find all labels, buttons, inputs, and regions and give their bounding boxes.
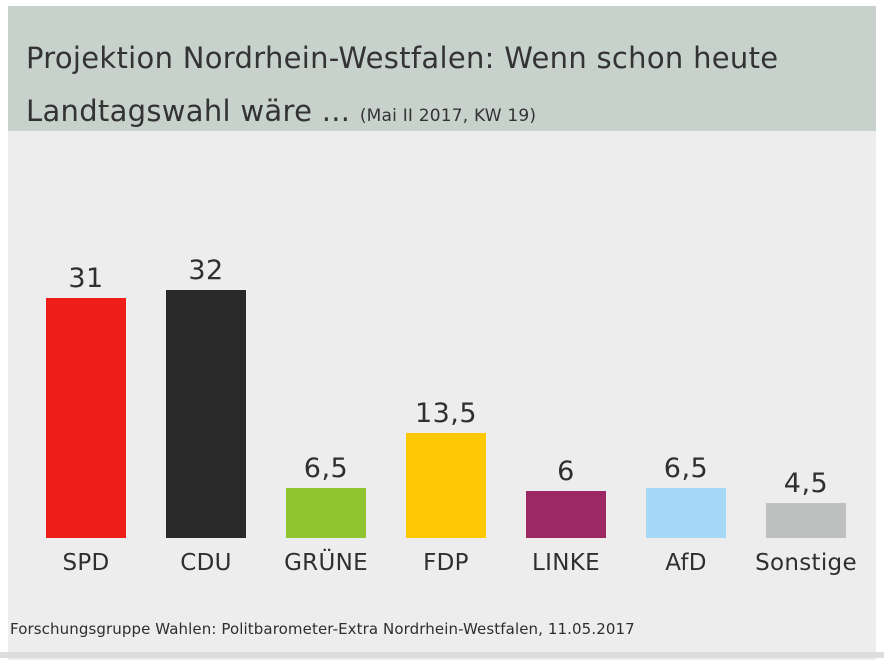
bar-group: 13,5 FDP [406,132,486,580]
bar-category-label: AfD [665,550,707,576]
bar-category-label: GRÜNE [284,550,368,576]
bottom-edge-divider [0,652,884,658]
bar-value-label: 6 [557,456,575,487]
chart-plot-background [8,131,876,660]
chart-title-line2: Landtagswahl wäre ... [26,94,351,128]
bar [166,290,246,538]
bar-category-label: Sonstige [755,550,857,576]
bar-group: 6,5 GRÜNE [284,132,368,580]
bar-group: 6,5 AfD [646,132,726,580]
bar [646,488,726,538]
bar-value-label: 31 [68,263,104,294]
bar-group: 6 LINKE [526,132,606,580]
bar-value-label: 13,5 [414,398,478,429]
bar-group: 31 SPD [46,132,126,580]
chart-title-suffix: (Mai II 2017, KW 19) [359,106,537,126]
bar [526,491,606,538]
bar-value-label: 4,5 [783,468,829,499]
bar-category-label: FDP [423,550,469,576]
chart-header: Projektion Nordrhein-Westfalen: Wenn sch… [8,6,876,131]
bar-value-label: 32 [188,255,224,286]
bar-value-label: 6,5 [303,453,349,484]
bar [286,488,366,538]
bar [766,503,846,538]
chart-title-line1: Projektion Nordrhein-Westfalen: Wenn sch… [26,41,779,75]
bar-category-label: CDU [180,550,232,576]
bar-category-label: LINKE [532,550,600,576]
bar-group: 4,5 Sonstige [755,132,856,580]
bar-chart: 31 SPD 32 CDU 6,5 GRÜNE 13,5 FDP 6 LINKE 6,5 AfD 4,5… [46,132,857,580]
source-attribution: Forschungsgruppe Wahlen: Politbarometer-… [10,620,635,638]
bar [46,298,126,538]
bar-group: 32 CDU [166,132,246,580]
chart-title: Projektion Nordrhein-Westfalen: Wenn sch… [26,32,778,143]
bar-category-label: SPD [62,550,110,576]
bar [406,433,486,538]
bar-value-label: 6,5 [663,453,709,484]
